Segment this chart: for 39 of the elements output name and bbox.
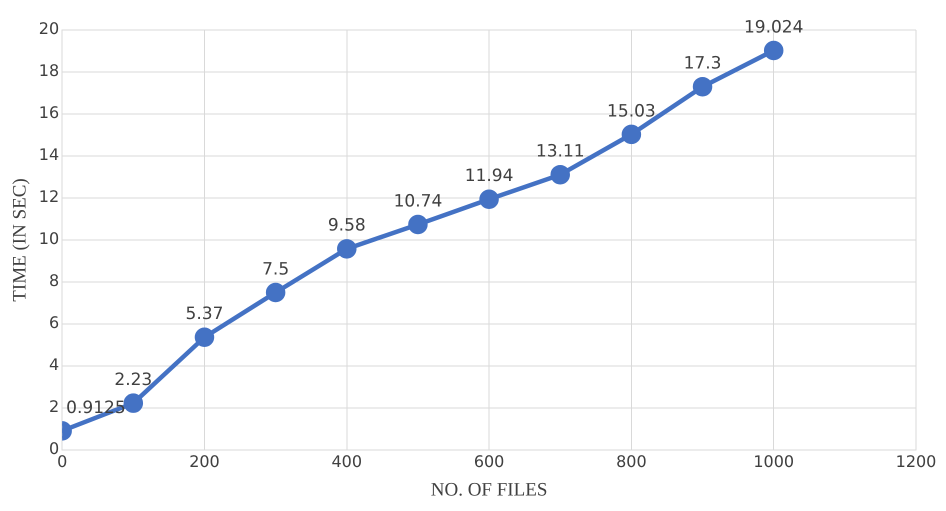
point (266, 282, 286, 302)
y-tick-label: 4 (48, 355, 60, 374)
y-tick-label: 20 (38, 19, 60, 38)
data-label: 2.23 (114, 370, 152, 390)
y-tick-label: 8 (48, 271, 60, 290)
point (764, 40, 784, 60)
point (337, 239, 357, 259)
x-tick-label: 200 (189, 452, 220, 471)
data-label: 10.74 (394, 191, 442, 212)
x-tick-label: 1200 (896, 452, 936, 471)
point (479, 190, 499, 210)
x-tick-label: 400 (332, 452, 362, 471)
point (124, 393, 144, 413)
data-label: 7.5 (262, 259, 290, 280)
y-tick-label: 16 (38, 103, 60, 122)
x-tick-label: 800 (616, 452, 647, 471)
x-tick-label: 600 (474, 452, 504, 471)
data-label: 11.94 (464, 166, 514, 186)
point (692, 76, 712, 96)
data-label: 5.37 (186, 304, 224, 324)
data-label: 9.58 (328, 216, 366, 236)
x-axis-title: NO. OF FILES (430, 480, 548, 501)
y-tick-label: 6 (48, 313, 60, 332)
x-tick-label: 1000 (753, 452, 794, 471)
y-tick-label: 12 (38, 187, 60, 206)
y-tick-label: 10 (38, 229, 60, 248)
point (408, 214, 428, 234)
y-tick-label: 2 (48, 397, 60, 416)
y-tick-label: 18 (38, 61, 60, 80)
data-label: 19.024 (744, 17, 804, 38)
point (550, 164, 570, 184)
data-label: 17.3 (684, 54, 722, 74)
point (622, 124, 642, 144)
y-tick-label: 14 (38, 145, 60, 164)
data-label: 13.11 (536, 142, 585, 162)
point (194, 327, 214, 347)
data-label: 15.03 (607, 101, 656, 122)
y-axis-title: TIME (IN SEC) (9, 178, 30, 302)
y-tick-label: 0 (48, 439, 60, 458)
